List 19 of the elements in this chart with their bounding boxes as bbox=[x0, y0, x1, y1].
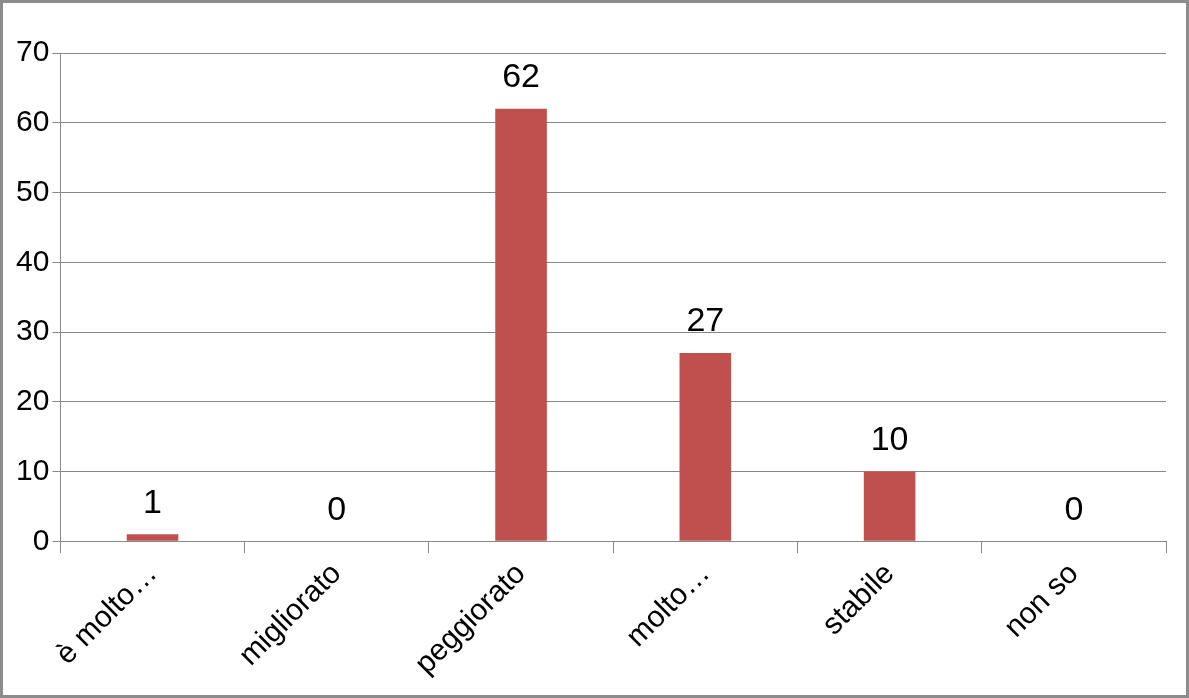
bar bbox=[495, 108, 547, 541]
bar bbox=[126, 534, 179, 541]
y-tick-label: 30 bbox=[15, 313, 50, 347]
y-tick-label: 70 bbox=[15, 34, 50, 68]
data-label: 0 bbox=[1064, 488, 1084, 527]
y-tick-label: 20 bbox=[15, 383, 50, 417]
data-label: 27 bbox=[686, 300, 725, 339]
y-tick-label: 10 bbox=[15, 452, 50, 486]
y-tick-label: 60 bbox=[15, 104, 50, 138]
data-label: 1 bbox=[143, 481, 162, 520]
y-tick-label: 0 bbox=[32, 522, 50, 556]
bar bbox=[863, 471, 916, 541]
data-label: 0 bbox=[327, 488, 347, 527]
y-tick-label: 50 bbox=[15, 173, 50, 207]
x-tick-label: non so bbox=[996, 555, 1084, 643]
data-label: 10 bbox=[870, 418, 909, 457]
y-tick-label: 40 bbox=[15, 243, 50, 277]
data-label: 62 bbox=[502, 56, 540, 95]
bar bbox=[679, 352, 732, 541]
